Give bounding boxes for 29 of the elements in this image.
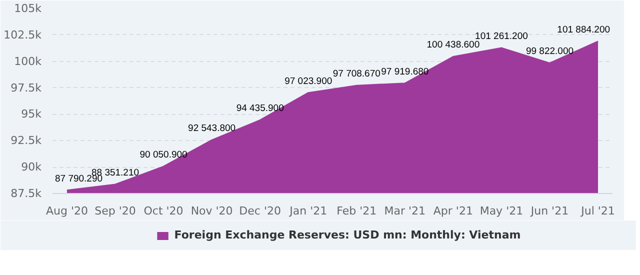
x-tick-label: Mar '21 bbox=[384, 204, 426, 218]
x-tick-label: Aug '20 bbox=[46, 204, 88, 218]
x-tick-label: Oct '20 bbox=[144, 204, 184, 218]
y-tick-label: 102.5k bbox=[4, 28, 42, 42]
x-tick-label: Nov '20 bbox=[190, 204, 233, 218]
y-tick-label: 92.5k bbox=[10, 134, 42, 148]
x-tick-label: Jan '21 bbox=[288, 204, 328, 218]
data-label: 101 884.200 bbox=[557, 24, 610, 36]
x-tick-label: Jun '21 bbox=[530, 204, 569, 218]
x-tick-label: Sep '20 bbox=[94, 204, 136, 218]
data-label: 97 708.670 bbox=[332, 68, 380, 80]
x-tick-label: Apr '21 bbox=[433, 204, 473, 218]
data-label: 101 261.200 bbox=[475, 31, 528, 42]
legend-label: Foreign Exchange Reserves: USD mn: Monthly: Vietnam bbox=[174, 228, 521, 242]
y-tick-label: 87.5k bbox=[10, 187, 42, 200]
x-tick-label: Jul '21 bbox=[580, 204, 615, 218]
y-tick-label: 105k bbox=[14, 2, 42, 15]
y-tick-label: 90k bbox=[21, 160, 42, 174]
x-tick-label: May '21 bbox=[480, 204, 524, 218]
data-label: 87 790.290 bbox=[54, 173, 103, 184]
y-tick-label: 97.5k bbox=[10, 81, 42, 94]
data-label: 99 822.000 bbox=[526, 46, 574, 58]
data-label: 97 023.900 bbox=[284, 76, 332, 87]
y-tick-label: 95k bbox=[21, 108, 42, 121]
x-tick-label: Dec '20 bbox=[239, 204, 281, 218]
x-tick-label: Feb '21 bbox=[336, 204, 377, 218]
data-label: 100 438.600 bbox=[426, 40, 480, 51]
y-tick-label: 100k bbox=[14, 54, 42, 68]
data-label: 92 543.800 bbox=[188, 123, 236, 134]
